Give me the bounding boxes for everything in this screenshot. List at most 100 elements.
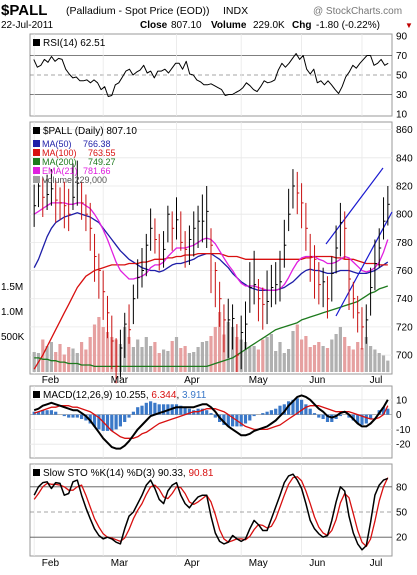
macd-histogram-bar — [282, 404, 286, 415]
volume-bar — [32, 352, 36, 372]
price-tick-label: 760 — [396, 266, 413, 277]
ma200-legend-swatch — [33, 158, 40, 165]
stochastic-panel-frame — [29, 463, 393, 557]
month-label: May — [249, 375, 268, 386]
macd-histogram-bar — [105, 414, 110, 431]
macd-histogram — [32, 398, 390, 431]
macd-histogram-bar — [308, 408, 312, 415]
volume-tick-label: 1.5M — [1, 282, 23, 293]
volume-bar — [58, 344, 62, 372]
macd-histogram-bar — [114, 414, 118, 430]
stochastic-k-line — [33, 473, 389, 551]
macd-histogram-bar — [300, 399, 304, 415]
sto-d-legend-value: 90.81 — [188, 468, 213, 479]
symbol-exchange: INDX — [223, 5, 248, 17]
volume-bar — [377, 353, 381, 372]
macd-histogram-bar — [84, 414, 88, 421]
macd-histogram-bar — [248, 414, 252, 421]
ema21-legend-value: 781.66 — [83, 166, 111, 176]
volume-bar — [252, 346, 256, 372]
volume-bar — [295, 324, 299, 372]
macd-legend-name: MACD(12,26,9) — [43, 390, 112, 401]
macd-line — [33, 394, 389, 450]
macd-histogram-bar — [157, 404, 161, 415]
macd-histogram-bar — [321, 414, 325, 419]
price-tick-label: 700 — [396, 351, 413, 362]
volume-bar — [71, 348, 75, 372]
month-label: May — [249, 558, 268, 569]
volume-bar — [157, 353, 161, 372]
ma100-legend-swatch — [33, 149, 40, 156]
macd-tick-label: 10 — [396, 395, 408, 406]
chart-header: $PALL (Palladium - Spot Price (EOD)) IND… — [1, 2, 413, 31]
ma50-legend-swatch — [33, 140, 40, 147]
volume-bar — [162, 349, 166, 372]
sto-k-legend-value: 90.33 — [158, 468, 183, 479]
volume-bar — [312, 345, 317, 372]
macd-histogram-bar — [317, 414, 321, 418]
month-axis-bottom: Feb Mar Apr May Jun Jul — [42, 558, 383, 569]
rsi-line — [33, 53, 389, 97]
volume-bar — [261, 339, 265, 372]
macd-histogram-bar — [140, 405, 144, 415]
stochastic-panel: 80 50 20 Slow STO %K(14) %D(3) 90.33, 90.8… — [29, 463, 408, 557]
volume-bar — [269, 334, 273, 372]
stochastic-tick-label: 50 — [396, 508, 408, 519]
macd-axis: 10 0 -10 -20 — [396, 395, 411, 450]
macd-histogram-bar — [338, 414, 342, 417]
macd-histogram-bar — [80, 414, 84, 419]
macd-histogram-bar — [213, 414, 217, 418]
rsi-axis: 90 70 50 30 10 — [396, 32, 408, 121]
macd-histogram-bar — [97, 414, 101, 430]
macd-histogram-bar — [325, 414, 330, 422]
rsi-tick-label: 70 — [396, 51, 408, 62]
macd-histogram-bar — [144, 402, 148, 415]
macd-histogram-bar — [360, 414, 364, 425]
chg-down-arrow-icon: ▼ — [405, 21, 413, 30]
macd-histogram-bar — [136, 407, 140, 415]
macd-histogram-bar — [127, 414, 131, 418]
macd-histogram-bar — [364, 414, 368, 424]
rsi-tick-label: 30 — [396, 90, 408, 101]
price-panel: 860 840 820 800 780 760 740 720 700 1.5M 1.0M 500K… — [1, 121, 413, 384]
volume-bar — [127, 337, 131, 372]
ma200-legend-value: 749.27 — [88, 157, 116, 167]
macd-signal-legend-value: 6.344 — [151, 390, 176, 401]
volume-value: 229.0K — [253, 20, 285, 31]
volume-bar — [196, 347, 200, 372]
volume-bar — [308, 347, 312, 372]
volume-bar — [183, 346, 187, 372]
close-value: 807.10 — [171, 20, 202, 31]
symbol-name: (Palladium - Spot Price (EOD)) — [66, 5, 210, 17]
volume-bar — [209, 336, 213, 372]
macd-histogram-bar — [231, 414, 235, 427]
macd-histogram-bar — [205, 410, 209, 415]
volume-bar — [300, 339, 304, 372]
price-tick-label: 860 — [396, 125, 413, 136]
sto-d-legend-name: %D(3) — [127, 468, 155, 479]
rsi-tick-label: 50 — [396, 71, 408, 82]
macd-histogram-bar — [123, 414, 127, 422]
rsi-tick-label: 90 — [396, 32, 408, 43]
stochastic-legend-label: Slow STO %K(14) %D(3) 90.33, 90.81 — [43, 468, 214, 479]
volume-bar — [92, 324, 97, 372]
ma50-legend-name: MA(50) — [42, 139, 72, 149]
macd-histogram-bar — [32, 411, 36, 415]
macd-histogram-bar — [222, 414, 226, 425]
volume-bar — [364, 337, 368, 372]
month-label: Jun — [309, 375, 325, 386]
stochastic-axis: 80 50 20 — [396, 482, 408, 543]
volume-bar — [170, 341, 174, 372]
macd-tick-label: -20 — [396, 440, 411, 451]
volume-bar — [287, 349, 291, 372]
volume-bar — [88, 337, 92, 372]
macd-histogram-bar — [261, 413, 265, 415]
month-axis-top: Feb Mar Apr May Jun Jul — [42, 375, 383, 386]
volume-bar — [187, 353, 191, 372]
macd-histogram-bar — [131, 411, 135, 415]
volume-bar — [67, 347, 71, 372]
macd-histogram-bar — [192, 410, 196, 415]
volume-bar — [200, 342, 204, 372]
macd-histogram-bar — [304, 404, 308, 415]
